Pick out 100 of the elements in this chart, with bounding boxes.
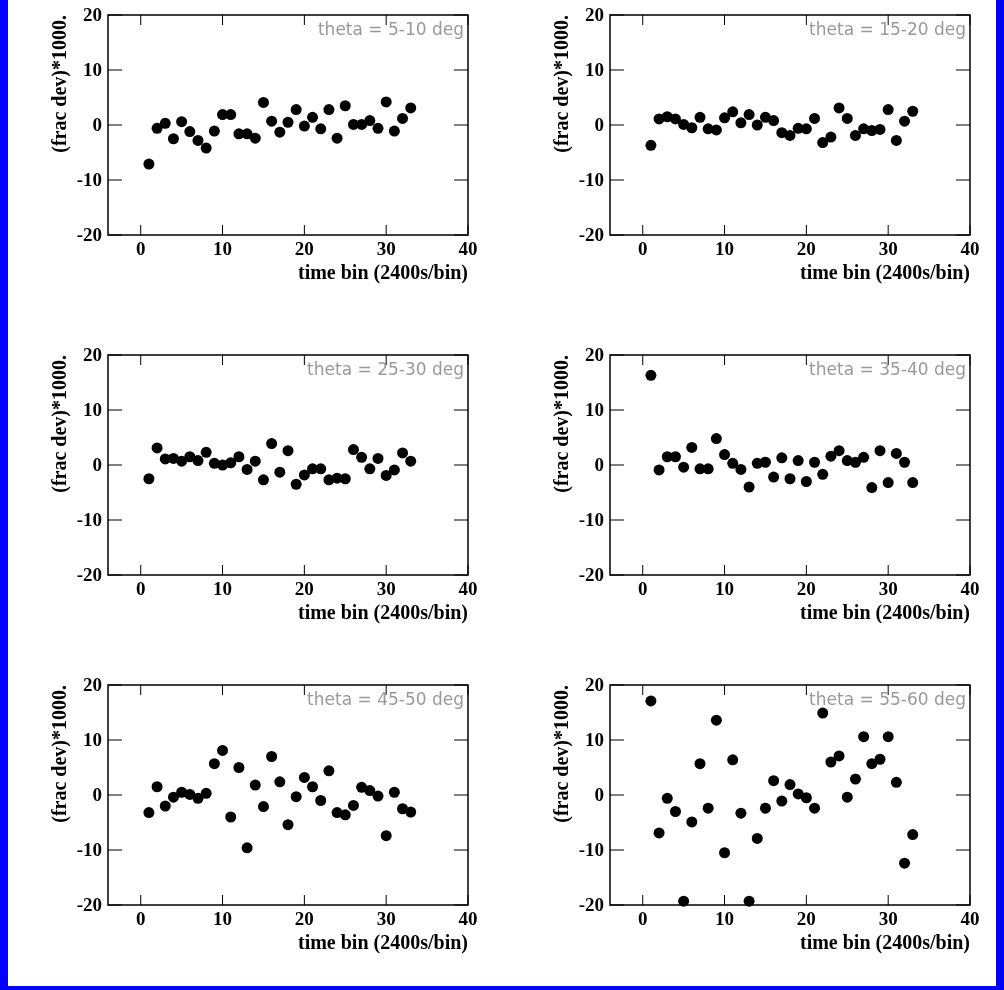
x-tick-label: 20 <box>294 238 314 259</box>
point <box>208 125 220 137</box>
y-tick-label: 20 <box>83 344 102 365</box>
point <box>364 463 376 475</box>
point <box>751 832 763 844</box>
point <box>735 117 747 129</box>
y-tick-label: -10 <box>76 509 102 530</box>
point <box>866 758 878 770</box>
point <box>710 433 722 445</box>
x-tick-label: 0 <box>135 238 146 259</box>
point <box>356 118 368 130</box>
point <box>167 791 179 803</box>
point <box>347 444 359 456</box>
point <box>899 115 911 127</box>
chart-title: theta = 5-10 deg <box>317 19 464 39</box>
point <box>290 478 302 490</box>
x-axis-title: time bin (2400s/bin) <box>799 931 970 954</box>
point <box>249 779 261 791</box>
point <box>899 456 911 468</box>
point <box>233 451 245 463</box>
point <box>397 447 409 459</box>
point <box>809 456 821 468</box>
point <box>817 137 829 149</box>
x-axis-title: time bin (2400s/bin) <box>799 601 970 624</box>
y-tick-label: 20 <box>83 674 102 695</box>
x-tick-label: 20 <box>294 908 314 929</box>
point <box>686 816 698 828</box>
point <box>184 451 196 463</box>
point <box>143 158 155 170</box>
y-tick-label: 10 <box>83 59 102 80</box>
point <box>719 112 731 124</box>
point <box>825 450 837 462</box>
point <box>192 134 204 146</box>
point <box>907 477 919 489</box>
x-tick-label: 10 <box>213 908 233 929</box>
point <box>882 477 894 489</box>
y-tick-label: -20 <box>76 894 102 915</box>
y-tick-label: 0 <box>594 454 604 475</box>
point <box>200 446 212 458</box>
point <box>784 473 796 485</box>
point <box>364 115 376 127</box>
point <box>817 468 829 480</box>
point <box>249 132 261 144</box>
point <box>266 751 278 762</box>
point <box>858 451 870 463</box>
y-tick-label: 0 <box>92 114 102 135</box>
point <box>388 464 400 476</box>
point <box>298 120 310 132</box>
x-tick-label: 20 <box>294 578 314 599</box>
point <box>249 455 261 467</box>
point <box>669 806 681 817</box>
point <box>833 102 845 114</box>
point <box>257 474 269 486</box>
point <box>307 111 319 123</box>
point <box>380 830 392 842</box>
point <box>266 115 278 127</box>
point <box>380 469 392 481</box>
point <box>719 847 731 859</box>
y-tick-label: 10 <box>585 59 604 80</box>
point <box>809 112 821 124</box>
y-tick-label: -20 <box>76 224 102 245</box>
x-tick-label: 0 <box>637 908 648 929</box>
x-tick-label: 40 <box>458 578 478 599</box>
chart-title: theta = 55-60 deg <box>809 689 966 709</box>
x-tick-label: 10 <box>715 908 735 929</box>
point <box>339 809 351 821</box>
point <box>678 895 690 907</box>
point <box>645 139 657 151</box>
x-tick-label: 30 <box>878 908 898 929</box>
point <box>833 445 845 457</box>
y-tick-label: 20 <box>585 674 604 695</box>
x-tick-label: 30 <box>376 908 396 929</box>
point <box>645 695 657 707</box>
point <box>669 113 681 125</box>
x-tick-label: 20 <box>796 238 816 259</box>
point <box>743 109 755 121</box>
y-tick-label: -10 <box>578 839 604 860</box>
point <box>241 842 253 854</box>
point <box>167 133 179 145</box>
point <box>315 795 327 806</box>
point <box>735 807 747 819</box>
y-tick-label: 10 <box>83 729 102 750</box>
point <box>257 801 269 813</box>
point <box>768 471 780 483</box>
point <box>841 112 853 124</box>
point <box>792 455 804 467</box>
point <box>397 803 409 815</box>
point <box>225 457 237 469</box>
point <box>890 447 902 459</box>
x-tick-label: 0 <box>135 908 146 929</box>
x-tick-label: 20 <box>796 908 816 929</box>
y-axis-title: (frac dev)*1000. <box>48 685 71 823</box>
point <box>759 802 771 814</box>
point <box>776 795 788 807</box>
point <box>907 105 919 117</box>
point <box>208 758 220 770</box>
point <box>151 781 163 793</box>
point <box>372 452 384 464</box>
x-tick-label: 40 <box>960 578 980 599</box>
y-tick-label: 10 <box>585 729 604 750</box>
